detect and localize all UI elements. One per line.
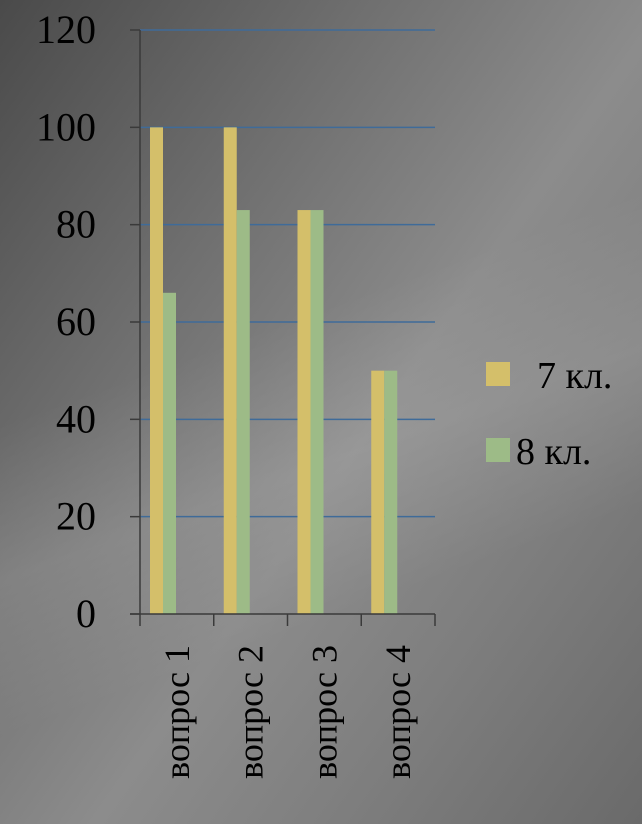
y-tick-label-100: 100 (36, 104, 96, 149)
bar-2-2 (236, 210, 250, 615)
y-tick-label-40: 40 (56, 396, 96, 441)
x-tick-label-1: вопрос 1 (157, 645, 197, 779)
y-tick-label-80: 80 (56, 202, 96, 247)
legend-label-2: 8 кл. (516, 431, 591, 473)
axes (130, 29, 436, 626)
x-tick-label-2: вопрос 2 (231, 645, 271, 779)
bar-1-4 (371, 370, 385, 614)
legend: 7 кл. 8 кл. (486, 355, 612, 473)
y-tick-labels: 0 20 40 60 80 100 120 (36, 7, 96, 636)
bar-1-2 (223, 127, 237, 614)
x-tick-labels: вопрос 1 вопрос 2 вопрос 3 вопрос 4 (157, 645, 418, 779)
legend-swatch-2 (486, 438, 510, 462)
bars (150, 127, 398, 615)
legend-label-1: 7 кл. (537, 355, 612, 397)
x-tick-label-4: вопрос 4 (378, 645, 418, 779)
y-tick-label-120: 120 (36, 7, 96, 52)
x-tick-label-3: вопрос 3 (304, 645, 344, 779)
bar-2-4 (384, 370, 398, 614)
legend-swatch-1 (486, 362, 510, 386)
bar-1-3 (297, 210, 311, 615)
y-tick-label-0: 0 (76, 591, 96, 636)
bar-1-1 (150, 127, 163, 614)
bar-2-3 (310, 210, 324, 615)
y-tick-label-20: 20 (56, 494, 96, 539)
bar-2-1 (163, 292, 176, 614)
y-tick-label-60: 60 (56, 299, 96, 344)
gridlines (140, 29, 435, 518)
